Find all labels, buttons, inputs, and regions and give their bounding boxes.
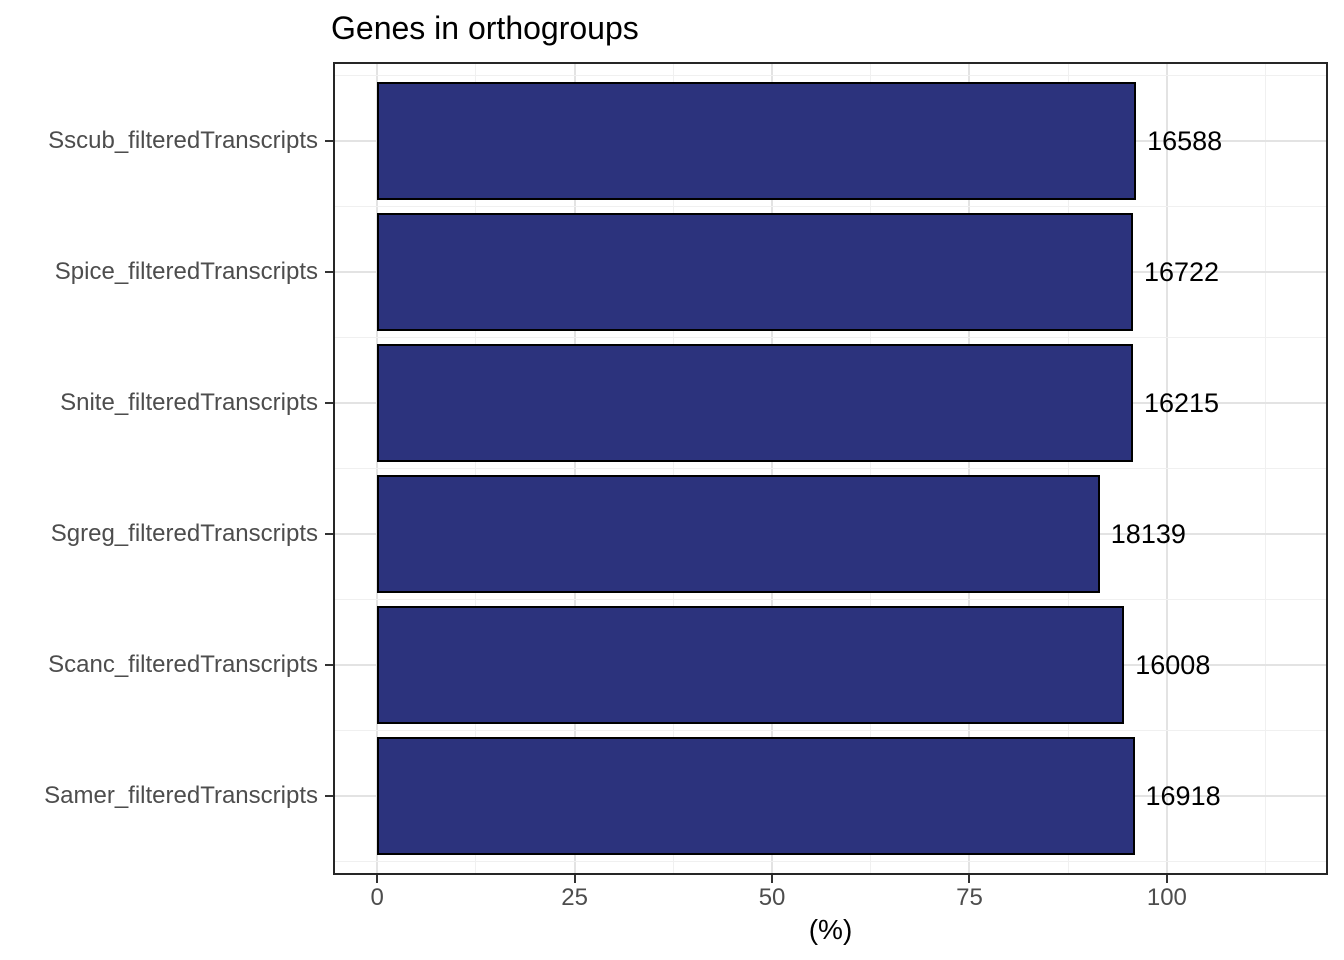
y-tick-label: Sgreg_filteredTranscripts (50, 520, 318, 548)
y-tick (325, 139, 333, 142)
x-tick-label: 25 (561, 884, 588, 911)
x-tick (376, 875, 379, 883)
grid-minor-horizontal (333, 336, 1328, 338)
y-tick (325, 270, 333, 273)
x-tick (968, 875, 971, 883)
y-tick (325, 664, 333, 667)
bar-value-label: 16918 (1145, 781, 1221, 812)
y-tick-label: Scanc_filteredTranscripts (48, 651, 318, 679)
bar-value-label: 16588 (1147, 125, 1223, 156)
x-tick-label: 100 (1146, 884, 1187, 911)
bar-value-label: 18139 (1110, 519, 1186, 550)
x-tick-label: 0 (370, 884, 384, 911)
x-tick (1165, 875, 1168, 883)
x-tick (573, 875, 576, 883)
grid-minor-horizontal (333, 730, 1328, 732)
bar (377, 606, 1125, 725)
bar (377, 475, 1100, 594)
grid-minor-horizontal (333, 861, 1328, 863)
grid-minor-horizontal (333, 205, 1328, 207)
y-tick-label: Sscub_filteredTranscripts (48, 126, 318, 154)
bar-value-label: 16722 (1143, 256, 1220, 287)
grid-minor-horizontal (333, 599, 1328, 601)
y-tick (325, 795, 333, 798)
bar-value-label: 16008 (1135, 650, 1211, 681)
bar (377, 343, 1133, 462)
y-tick-label: Spice_filteredTranscripts (54, 257, 318, 285)
grid-minor-horizontal (333, 74, 1328, 76)
bar (377, 737, 1135, 856)
x-tick (771, 875, 774, 883)
x-tick-label: 75 (956, 884, 983, 911)
y-tick-label: Samer_filteredTranscripts (44, 782, 318, 810)
y-tick (325, 533, 333, 536)
grid-minor-horizontal (333, 468, 1328, 469)
bar (377, 81, 1137, 200)
x-axis-title: (%) (808, 914, 853, 945)
y-tick-label: Snite_filteredTranscripts (60, 388, 318, 416)
bar (377, 212, 1133, 331)
x-tick-label: 50 (758, 884, 786, 911)
chart-title: Genes in orthogroups (331, 10, 639, 46)
bar-value-label: 16215 (1143, 387, 1220, 418)
y-tick (325, 401, 333, 404)
